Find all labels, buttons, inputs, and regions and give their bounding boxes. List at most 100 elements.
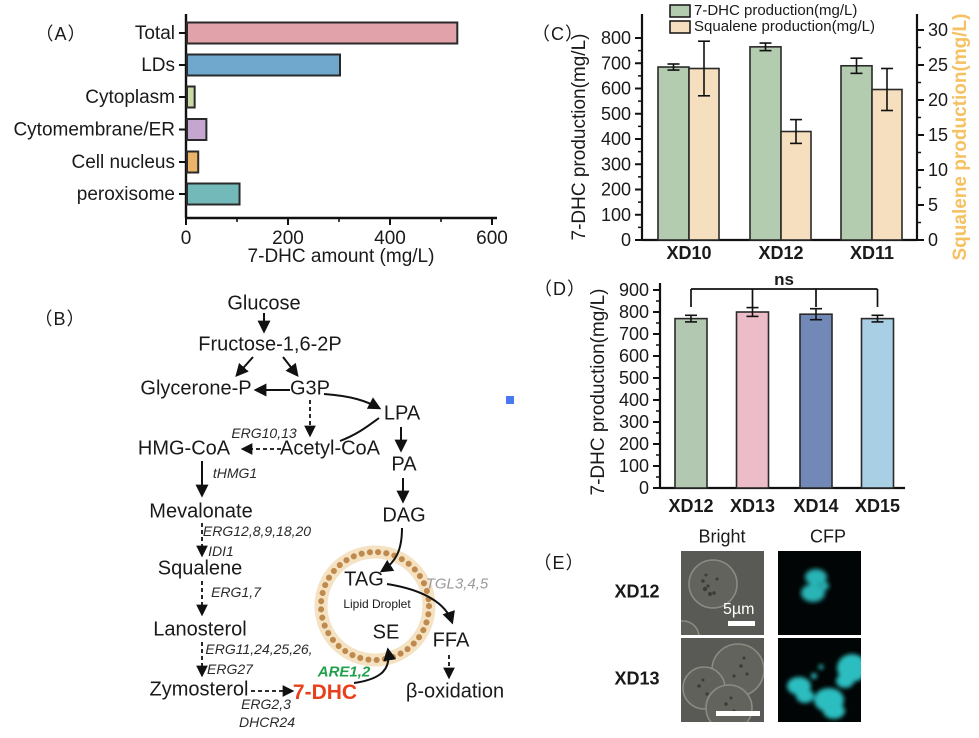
x-tick-label: 0 (181, 228, 192, 249)
x-tick-label: 400 (374, 228, 406, 249)
bar-LDs (186, 53, 341, 77)
bar-Cell nucleus (186, 150, 200, 174)
enzyme-idi1: IDI1 (208, 543, 234, 559)
legend-label-7dhc: 7-DHC production(mg/L) (694, 2, 857, 19)
x-category-label: XD15 (855, 496, 900, 516)
y-tick-label: 300 (619, 412, 649, 432)
cfp-xd13-svg (778, 638, 867, 722)
pathway-arrows (195, 313, 455, 697)
node-g3p: G3P (289, 377, 331, 400)
left-tick-label: 600 (601, 79, 631, 99)
category-label: Cytoplasm (85, 87, 175, 108)
enzyme-erg10-13: ERG10,13 (231, 425, 297, 441)
node-hmg-coa: HMG-CoA (137, 437, 231, 460)
panel-e-label: （E） (533, 553, 585, 573)
left-tick-label: 400 (601, 129, 631, 149)
legend-swatch-squalene (669, 20, 691, 34)
x-category-label: XD12 (668, 496, 713, 516)
left-tick-label: 800 (601, 28, 631, 48)
enzyme-tgl3-4-5: TGL3,4,5 (425, 575, 489, 593)
category-label: Cell nucleus (72, 152, 176, 173)
y-tick-label: 600 (619, 346, 649, 366)
y-tick-label: 0 (639, 478, 649, 498)
x-category-label: XD11 (850, 243, 894, 263)
left-tick-label: 700 (601, 53, 631, 73)
cfp-image-xd13 (778, 638, 867, 722)
bar-XD12 (674, 317, 708, 489)
y-tick-label: 900 (619, 280, 649, 300)
right-tick-label: 30 (928, 20, 948, 40)
y-tick-label: 400 (619, 390, 649, 410)
row-label-xd12: XD12 (614, 581, 660, 602)
enzyme-erg27: ERG27 (207, 661, 253, 677)
enzyme-erg11-24-25-26: ERG11,24,25,26, (205, 641, 313, 657)
bar-7dhc-XD10 (657, 66, 690, 241)
x-axis-title: 7-DHC amount (mg/L) (248, 246, 435, 267)
panel-c-label: （C） (532, 24, 584, 44)
column-header-bright: Bright (698, 526, 746, 547)
x-category-label: XD10 (666, 243, 711, 263)
node-glycerone-p: Glycerone-P (140, 377, 252, 400)
category-label: Total (135, 23, 175, 44)
node-mevalonate: Mevalonate (149, 500, 253, 523)
lipid-droplet-beads (318, 549, 432, 663)
node-lpa: LPA (383, 402, 421, 425)
column-header-cfp: CFP (810, 526, 846, 547)
bar-Cytomembrane/ER (186, 118, 208, 141)
node-se: SE (372, 621, 400, 644)
legend-swatch-7dhc (669, 4, 691, 18)
category-label: LDs (141, 55, 175, 76)
bar-XD14 (799, 313, 833, 489)
left-tick-label: 500 (601, 104, 631, 124)
row-label-xd13: XD13 (614, 668, 660, 689)
node-beta-oxidation: β-oxidation (405, 680, 505, 703)
left-tick-label: 200 (601, 180, 631, 200)
right-tick-label: 10 (928, 160, 948, 180)
panel-d-label: （D） (534, 279, 586, 299)
y-tick-label: 700 (619, 324, 649, 344)
node-pa: PA (391, 453, 417, 476)
bar-Cytoplasm (186, 85, 196, 109)
left-tick-label: 300 (601, 154, 631, 174)
node-7-dhc: 7-DHC (292, 681, 358, 704)
node-tag: TAG (344, 568, 384, 591)
cfp-image-xd12 (778, 551, 861, 635)
dashed-arrows (196, 400, 455, 697)
node-acetyl-coa: Acetyl-CoA (279, 437, 381, 460)
bar-XD15 (860, 317, 895, 489)
node-glucose: Glucose (227, 292, 301, 315)
bar-squalene-XD11 (871, 88, 903, 241)
category-label: peroxisome (77, 184, 175, 205)
panel-b-label: （B） (34, 309, 86, 329)
right-tick-label: 25 (928, 55, 948, 75)
left-tick-label: 100 (601, 205, 631, 225)
right-tick-label: 15 (928, 125, 948, 145)
node-lanosterol: Lanosterol (153, 618, 247, 641)
y-tick-label: 200 (619, 434, 649, 454)
cfp-xd12-svg (778, 551, 861, 635)
right-tick-label: 0 (928, 230, 938, 250)
x-category-label: XD13 (730, 496, 775, 516)
enzyme-thmg1: tHMG1 (212, 465, 258, 481)
category-label: Cytomembrane/ER (13, 120, 175, 141)
y-tick-label: 800 (619, 302, 649, 322)
panel-a-label: （A） (35, 24, 87, 44)
bar-Total (186, 21, 459, 45)
right-tick-label: 5 (928, 195, 938, 215)
enzyme-erg2-3: ERG2,3 (241, 696, 291, 712)
bar-7dhc-XD12 (749, 46, 782, 241)
scale-bar-xd12 (728, 621, 755, 626)
solid-arrows (195, 313, 455, 684)
x-category-label: XD12 (758, 243, 803, 263)
y-tick-label: 500 (619, 368, 649, 388)
enzyme-erg1-7: ERG1,7 (211, 584, 261, 600)
right-tick-label: 20 (928, 90, 948, 110)
node-dag: DAG (382, 504, 426, 527)
scale-bar-xd13 (716, 711, 760, 716)
right-axis-title: Squalene production(mg/L) (950, 14, 971, 261)
panel-a-chart: Total LDs Cytoplasm Cytomembrane/ER Cell nuc… (13, 14, 508, 267)
node-squalene: Squalene (157, 557, 243, 580)
bar-7dhc-XD11 (840, 64, 873, 241)
